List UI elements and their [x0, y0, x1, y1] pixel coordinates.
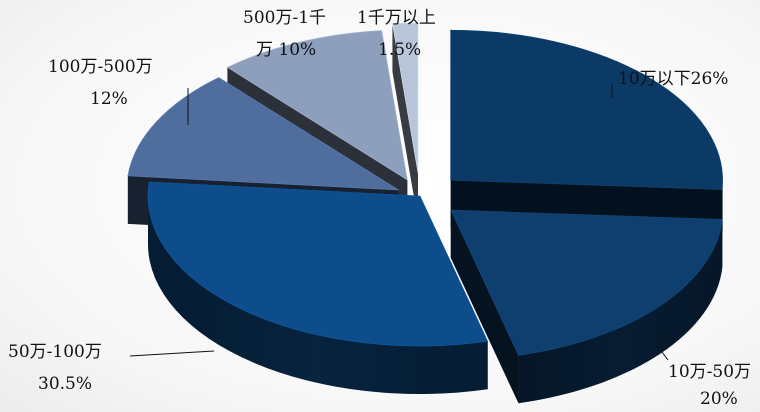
- pie-slice-6: [392, 22, 419, 221]
- slice-label-4-line-2: 12%: [90, 89, 128, 109]
- slice-label-6-line-2: 1.5%: [378, 40, 421, 60]
- slice-label-1-line-1: 10万以下26%: [618, 69, 728, 89]
- pie-slice-1: [450, 29, 723, 238]
- pie-labels: 10万以下26% 10万-50万 20% 50万-100万 30.5% 100万-500万…: [8, 8, 751, 409]
- slice-label-3-line-2: 30.5%: [38, 374, 92, 394]
- leader-line-2: [661, 330, 669, 361]
- slice-label-2-line-1: 10万-50万: [668, 362, 751, 382]
- slice-label-2-line-2: 20%: [700, 389, 738, 409]
- pie-slice-3: [147, 181, 489, 395]
- pie-slices: [127, 22, 723, 404]
- slice-label-5-line-1: 500万-1千: [243, 8, 326, 28]
- pie-slice-2: [450, 209, 723, 404]
- slice-label-4-line-1: 100万-500万: [48, 57, 153, 77]
- slice-label-3-line-1: 50万-100万: [8, 342, 102, 362]
- leader-line-3: [129, 350, 215, 357]
- slice-label-5-line-2: 万 10%: [256, 40, 316, 60]
- slice-label-6-line-1: 1千万以上: [357, 8, 436, 28]
